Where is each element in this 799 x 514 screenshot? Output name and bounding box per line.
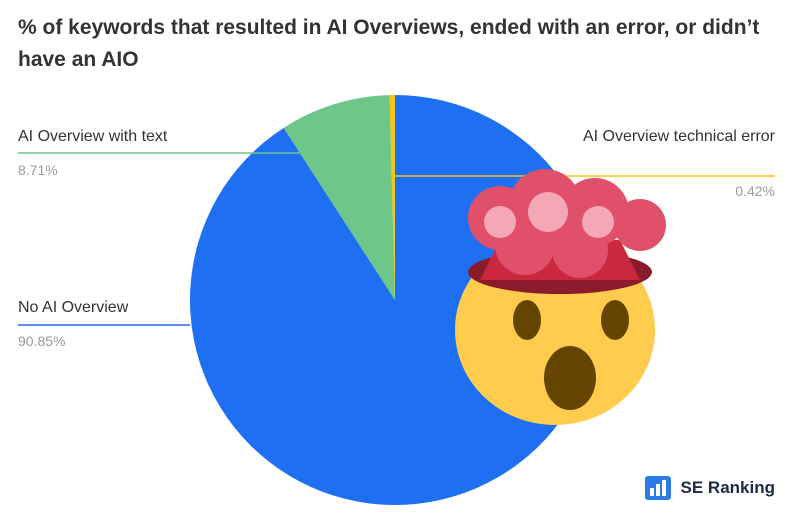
slice-label: AI Overview with text (18, 128, 168, 145)
chart-title: % of keywords that resulted in AI Overvi… (18, 16, 760, 71)
slice-value: 0.42% (735, 183, 775, 199)
pie-slice (389, 95, 395, 300)
logo-text: SE Ranking (680, 478, 775, 497)
slice-label: No AI Overview (18, 299, 129, 316)
emoji (455, 169, 666, 425)
slice-value: 8.71% (18, 162, 58, 178)
slice-value: 90.85% (18, 333, 66, 349)
slice-label: AI Overview technical error (582, 128, 775, 145)
logo-icon (645, 476, 671, 500)
pie-slice (283, 95, 395, 300)
